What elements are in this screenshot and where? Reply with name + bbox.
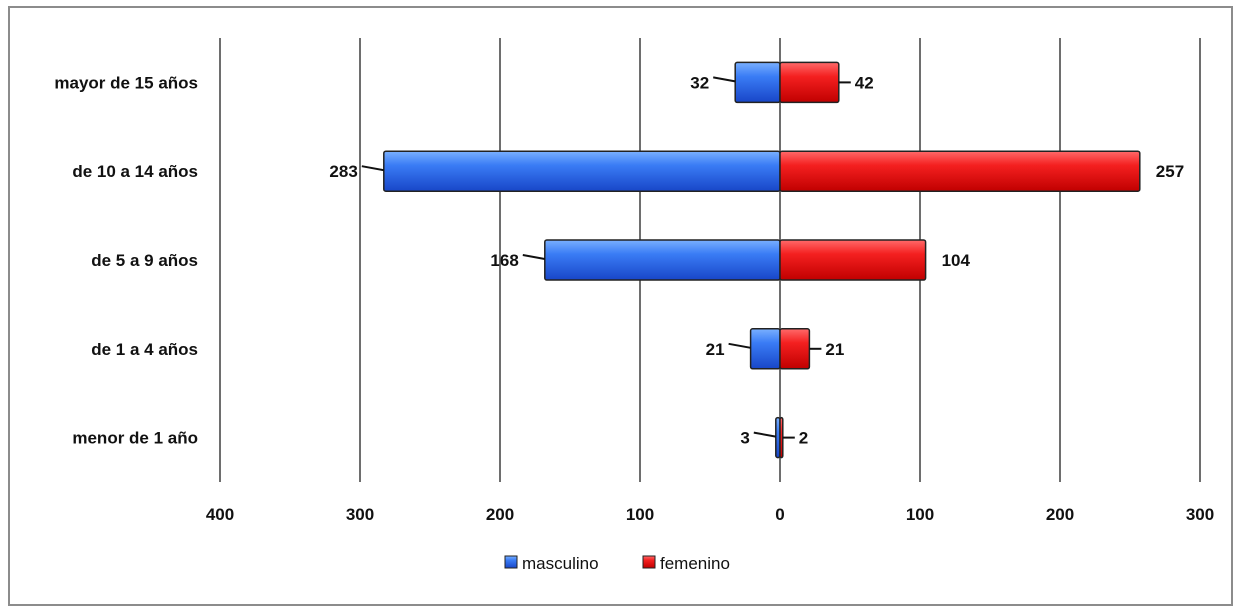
data-label-masculino: 21 [706, 340, 725, 359]
legend-label-masculino: masculino [522, 554, 599, 573]
x-tick-label: 300 [1186, 505, 1214, 524]
category-label: de 1 a 4 años [91, 340, 198, 359]
data-label-femenino: 21 [825, 340, 844, 359]
data-label-femenino: 257 [1156, 162, 1184, 181]
bar-femenino [779, 150, 1141, 192]
x-tick-label: 300 [346, 505, 374, 524]
bar-femenino [779, 416, 784, 459]
bar-masculino [383, 150, 781, 192]
data-label-masculino: 283 [329, 162, 357, 181]
leader-line [522, 254, 545, 260]
leader-line [361, 165, 384, 172]
data-label-masculino: 32 [690, 73, 709, 92]
category-label: de 5 a 9 años [91, 251, 198, 270]
x-tick-label: 400 [206, 505, 234, 524]
data-label-masculino: 3 [740, 429, 749, 448]
category-label: menor de 1 año [72, 429, 198, 448]
data-label-femenino: 2 [799, 429, 808, 448]
bar-masculino [749, 328, 781, 370]
leader-line [713, 76, 736, 83]
x-tick-label: 0 [775, 505, 784, 524]
category-label: de 10 a 14 años [72, 162, 198, 181]
bar-femenino [779, 61, 840, 104]
data-label-masculino: 168 [490, 251, 518, 270]
bar-masculino [544, 239, 781, 281]
legend-label-femenino: femenino [660, 554, 730, 573]
leader-line [753, 431, 776, 438]
data-label-femenino: 104 [942, 251, 971, 270]
bar-femenino [779, 328, 811, 370]
x-tick-label: 200 [1046, 505, 1074, 524]
legend: masculino femenino [504, 554, 730, 573]
x-tick-label: 200 [486, 505, 514, 524]
bars [383, 61, 1141, 459]
bar-masculino [734, 61, 781, 104]
chart-frame [8, 6, 1233, 606]
category-label: mayor de 15 años [54, 73, 198, 92]
x-tick-label: 100 [626, 505, 654, 524]
legend-swatch-masculino [504, 555, 518, 569]
data-label-femenino: 42 [855, 73, 874, 92]
bar-femenino [779, 239, 927, 281]
legend-swatch-femenino [642, 555, 656, 569]
leader-line [728, 342, 751, 349]
x-tick-label: 100 [906, 505, 934, 524]
